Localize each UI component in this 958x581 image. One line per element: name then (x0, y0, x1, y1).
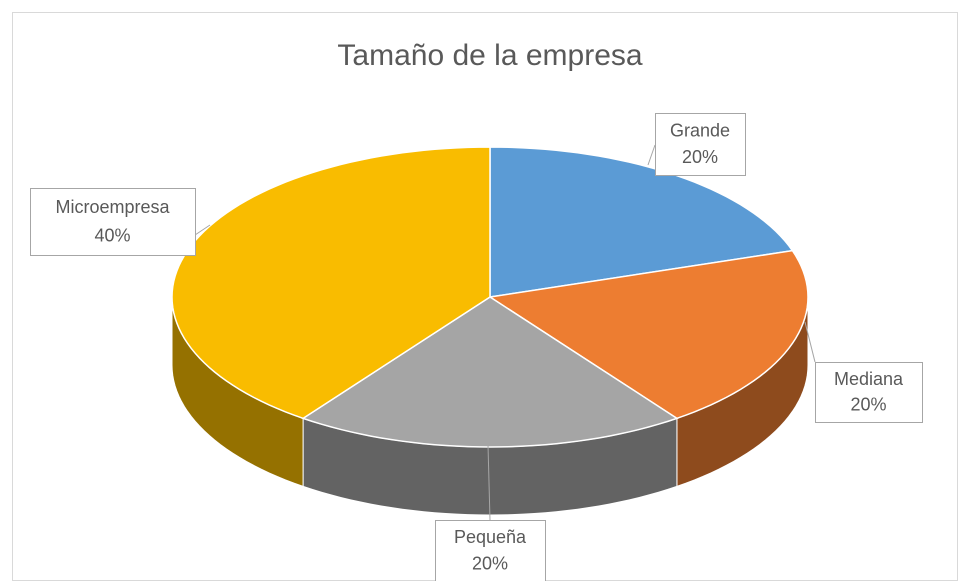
leader-line (647, 144, 656, 166)
category-label: Grande (670, 120, 730, 140)
value-label: 20% (682, 147, 718, 167)
category-label: Pequeña (454, 527, 527, 547)
label-box (30, 188, 196, 256)
label-box (815, 362, 923, 423)
leader-line (487, 444, 491, 521)
label-box (655, 113, 746, 176)
leader-line (194, 224, 211, 236)
value-label: 20% (850, 395, 886, 415)
value-label: 20% (472, 553, 508, 573)
label-box (435, 520, 546, 581)
pie-slice (487, 249, 809, 420)
value-label: 40% (94, 226, 130, 246)
chart-title: Tamaño de la empresa (337, 39, 642, 72)
category-label: Microempresa (55, 197, 170, 217)
leader-line (804, 321, 816, 363)
pie-slice (301, 296, 679, 448)
category-label: Mediana (834, 369, 904, 389)
